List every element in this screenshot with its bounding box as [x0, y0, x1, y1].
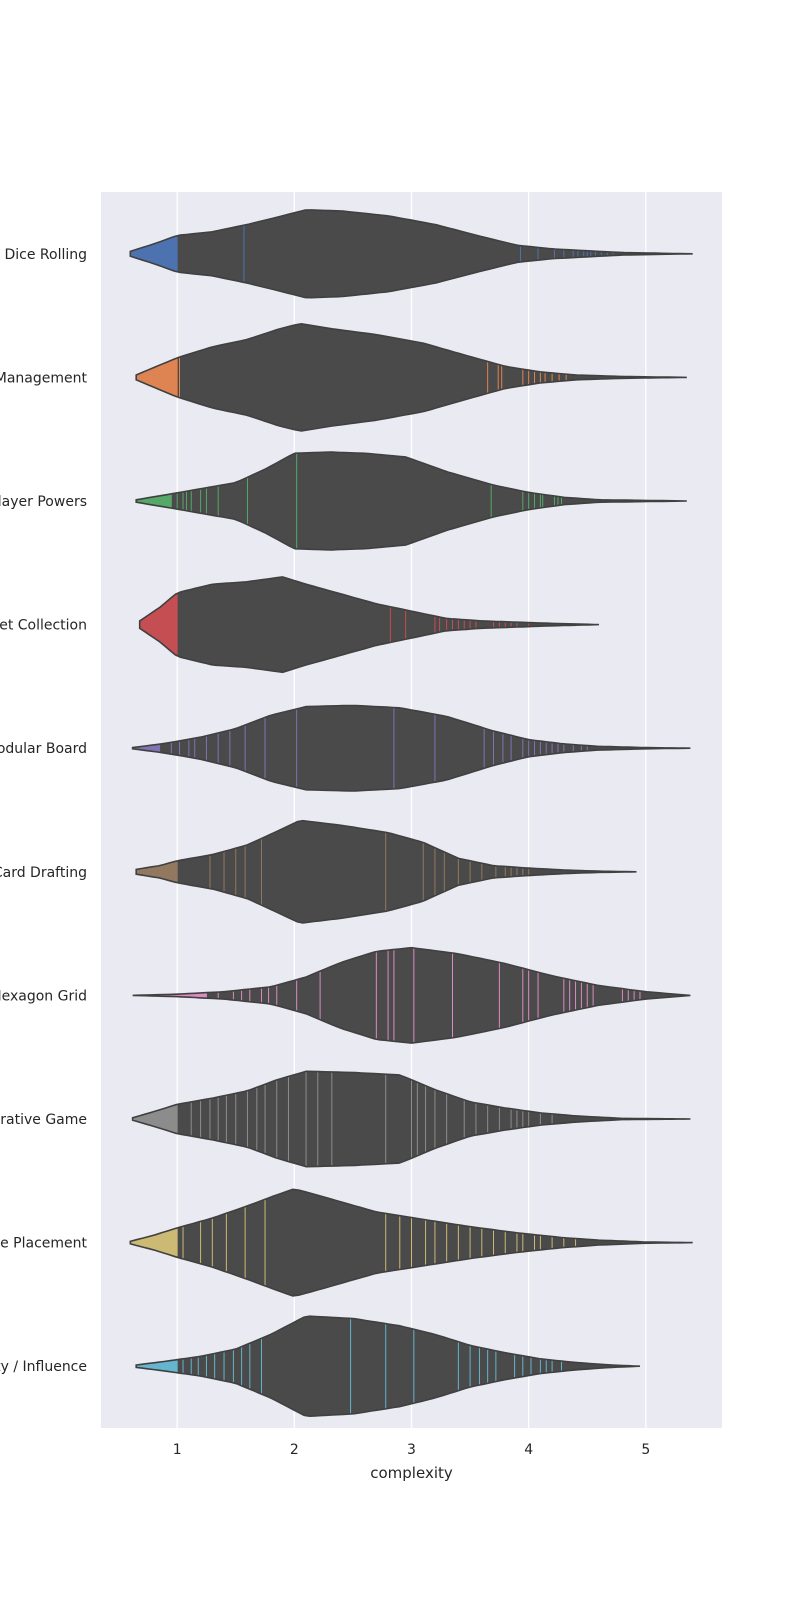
- violin-outline: [138, 576, 600, 674]
- category-label: Card Drafting: [0, 865, 87, 881]
- violin-outline: [135, 451, 687, 551]
- violin-body: [130, 209, 693, 298]
- category-label: Hand Management: [0, 370, 88, 386]
- violin-outline: [131, 1070, 691, 1168]
- category-label: Variable Player Powers: [0, 494, 87, 510]
- category-label: Modular Board: [0, 741, 87, 757]
- x-axis-label: complexity: [370, 1464, 453, 1482]
- x-tick-label: 4: [524, 1442, 533, 1458]
- violin-body: [132, 705, 691, 791]
- violin-body: [136, 1316, 640, 1417]
- category-label: Set Collection: [0, 618, 87, 634]
- category-label: Cooperative Game: [0, 1112, 87, 1128]
- violin-outline: [135, 322, 687, 432]
- x-tick-label: 5: [641, 1442, 650, 1458]
- violin-outline: [131, 704, 691, 792]
- violin-body: [132, 947, 691, 1044]
- violin-outline: [129, 209, 693, 299]
- x-tick-label: 2: [290, 1442, 299, 1458]
- violin-outline: [129, 1188, 693, 1297]
- x-tick-labels: 1 2 3 4 5: [173, 1442, 651, 1458]
- category-labels: Dice Rolling Hand Management Variable Play…: [0, 247, 88, 1375]
- category-label: Dice Rolling: [4, 247, 87, 263]
- violin-outline: [135, 1315, 641, 1418]
- category-label: Area Majority / Influence: [0, 1359, 87, 1375]
- violin-body: [136, 452, 687, 550]
- violin-outline: [135, 819, 637, 924]
- x-tick-label: 1: [173, 1442, 182, 1458]
- violin-body: [136, 323, 687, 431]
- category-label: Tile Placement: [0, 1236, 87, 1252]
- category-label: Hexagon Grid: [0, 988, 87, 1004]
- violin-outline: [132, 946, 691, 1044]
- violin-body: [139, 576, 599, 673]
- x-tick-label: 3: [407, 1442, 416, 1458]
